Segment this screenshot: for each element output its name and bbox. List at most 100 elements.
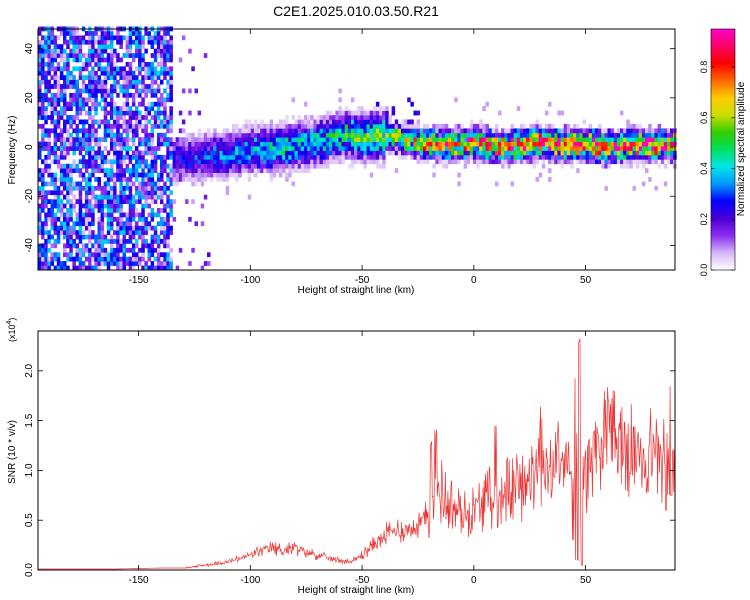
spectrogram-cell — [238, 132, 242, 138]
spectrogram-cell — [648, 150, 652, 156]
spectrogram-cell — [269, 123, 274, 129]
spectrogram-cell — [282, 154, 286, 160]
spectrogram-cell — [169, 261, 173, 266]
spectrogram-cell — [166, 243, 170, 249]
spectrogram-cell — [69, 39, 73, 45]
spectrogram-cell — [144, 110, 148, 116]
spectrogram-cell — [78, 106, 83, 111]
spectrogram-cell — [81, 79, 86, 85]
spectrogram-cell — [110, 132, 114, 138]
spectrogram-cell — [275, 150, 280, 156]
spectrogram-cell — [141, 97, 145, 103]
spectrogram-cell — [94, 177, 98, 182]
spectrogram-cell — [88, 216, 92, 222]
spectrogram-cell — [469, 146, 474, 151]
spectrogram-cell — [482, 128, 486, 134]
spectrogram-cell — [391, 146, 396, 151]
spectrogram-cell — [419, 132, 424, 138]
spectrogram-cell — [41, 190, 45, 196]
spectrogram-cell — [304, 119, 308, 125]
spectrogram-cell — [172, 181, 177, 187]
spectrogram-cell — [532, 163, 536, 169]
spectrogram-cell — [156, 44, 161, 49]
spectrogram-cell — [235, 141, 239, 147]
spectrogram-cell — [110, 190, 114, 196]
spectrogram-cell — [616, 132, 621, 138]
spectrogram-cell — [529, 159, 533, 165]
spectrogram-cell — [372, 115, 377, 120]
spectrogram-cell — [635, 137, 640, 142]
spectrogram-cell — [188, 137, 192, 142]
spectrogram-cell — [147, 132, 151, 138]
spectrogram-cell — [122, 168, 126, 173]
spectrogram-cell — [63, 137, 67, 142]
spectrogram-cell — [657, 128, 662, 134]
spectrogram-cell — [269, 177, 274, 182]
spectrogram-cell — [113, 256, 117, 262]
spectrogram-cell — [119, 216, 123, 222]
spectrogram-cell — [232, 159, 236, 165]
spectrogram-cell — [75, 53, 79, 58]
spectrogram-cell — [579, 141, 583, 147]
spectrogram-cell — [153, 31, 158, 36]
spectrogram-cell — [197, 137, 202, 142]
spectrogram-cell — [441, 159, 446, 165]
spectrogram-cell — [482, 141, 486, 147]
spectrogram-cell — [648, 137, 652, 142]
spectrogram-cell — [138, 101, 142, 107]
spectrogram-cell — [238, 146, 242, 151]
spectrogram-cell — [153, 212, 158, 218]
spectrogram-cell — [153, 239, 158, 244]
spectrogram-cell — [66, 252, 70, 258]
spectrogram-cell — [541, 137, 546, 142]
spectrogram-cell — [125, 212, 130, 218]
spectrogram-cell — [94, 101, 98, 107]
spectrogram-cell — [103, 190, 108, 196]
spectrogram-cell — [88, 137, 92, 142]
spectrogram-cell — [519, 123, 524, 129]
spectrogram-cell — [41, 75, 45, 80]
spectrogram-cell — [591, 128, 596, 134]
spectrogram-cell — [626, 119, 630, 125]
spectrogram-cell — [654, 185, 658, 191]
spectrogram-y-tick-label: -40 — [24, 238, 35, 253]
spectrogram-cell — [110, 115, 114, 120]
spectrogram-cell — [113, 150, 117, 156]
spectrogram-cell — [125, 35, 130, 41]
spectrogram-cell — [479, 146, 483, 151]
spectrogram-cell — [200, 150, 205, 156]
spectrogram-cell — [69, 115, 73, 120]
spectrogram-cell — [75, 110, 79, 116]
spectrogram-cell — [563, 128, 568, 134]
spectrogram-cell — [604, 154, 608, 160]
spectrogram-cell — [194, 159, 198, 165]
spectrogram-cell — [263, 163, 267, 169]
spectrogram-cell — [160, 208, 164, 213]
spectrogram-cell — [638, 123, 643, 129]
spectrogram-cell — [476, 146, 480, 151]
spectrogram-cell — [319, 132, 324, 138]
spectrogram-cell — [663, 150, 668, 156]
spectrogram-cell — [91, 234, 95, 240]
spectrogram-cell — [278, 119, 283, 125]
spectrogram-cell — [150, 35, 155, 41]
spectrogram-cell — [304, 115, 308, 120]
spectrogram-cell — [216, 132, 220, 138]
spectrogram-cell — [435, 159, 439, 165]
spectrogram-cell — [360, 159, 364, 165]
spectrogram-cell — [222, 146, 227, 151]
spectrogram-cell — [451, 154, 455, 160]
spectrogram-cell — [100, 221, 105, 227]
spectrogram-cell — [629, 154, 633, 160]
spectrogram-cell — [185, 172, 189, 178]
spectrogram-cell — [466, 159, 471, 165]
spectrogram-cell — [466, 150, 471, 156]
spectrogram-cell — [125, 163, 130, 169]
spectrogram-cell — [413, 137, 417, 142]
spectrogram-cell — [72, 243, 76, 249]
spectrogram-cell — [257, 128, 261, 134]
spectrogram-cell — [78, 110, 83, 116]
spectrogram-cell — [81, 119, 86, 125]
spectrogram-cell — [38, 212, 42, 218]
spectrogram-cell — [144, 261, 148, 266]
